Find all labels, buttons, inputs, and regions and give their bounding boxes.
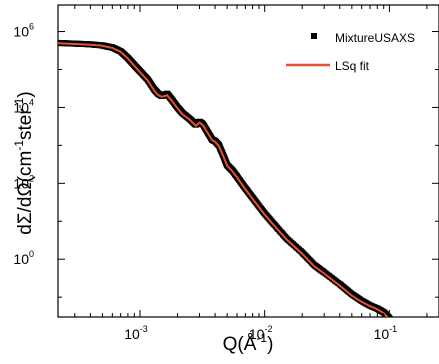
legend-label-mixtureusaxs: MixtureUSAXS	[335, 31, 415, 45]
x-tick-label: 10-1	[374, 324, 398, 342]
y-tick-label: 104	[13, 97, 34, 115]
x-tick-label: 10-3	[124, 324, 148, 342]
data-point	[395, 342, 401, 348]
data-point	[396, 345, 402, 351]
data-point	[397, 349, 403, 355]
y-tick-label: 106	[13, 22, 34, 40]
y-tick-label: 102	[13, 173, 34, 191]
data-point	[400, 359, 406, 364]
data-point	[387, 318, 393, 324]
data-point	[393, 336, 399, 342]
fit-line-lsq	[58, 42, 389, 317]
data-point	[386, 316, 393, 317]
axis-ticks	[58, 5, 439, 317]
data-point	[398, 351, 404, 357]
data-point	[397, 350, 403, 356]
x-tick-label: 10-2	[249, 324, 273, 342]
data-point	[399, 355, 405, 361]
plot-content	[58, 39, 407, 364]
data-point	[394, 338, 400, 344]
legend-label-lsq-fit: LSq fit	[335, 59, 370, 73]
legend-marker-mixtureusaxs	[311, 33, 317, 39]
y-axis-title: dΣ/dΩ(cm-1ster-1)	[12, 91, 36, 234]
data-point	[399, 356, 405, 362]
plot-area	[58, 39, 407, 364]
data-point	[401, 360, 407, 364]
data-point	[396, 347, 402, 353]
tick-labels: 10-3 10-2 10-1 100 102 104 106	[13, 22, 397, 342]
y-tick-label: 100	[13, 249, 34, 267]
data-point	[394, 340, 400, 346]
data-point	[393, 335, 399, 341]
data-point	[398, 353, 404, 359]
data-point	[398, 354, 404, 360]
x-axis-title: Q(Å-1)	[223, 331, 274, 355]
data-point	[395, 344, 401, 350]
legend: MixtureUSAXS LSq fit	[286, 31, 415, 73]
data-point	[400, 358, 406, 364]
